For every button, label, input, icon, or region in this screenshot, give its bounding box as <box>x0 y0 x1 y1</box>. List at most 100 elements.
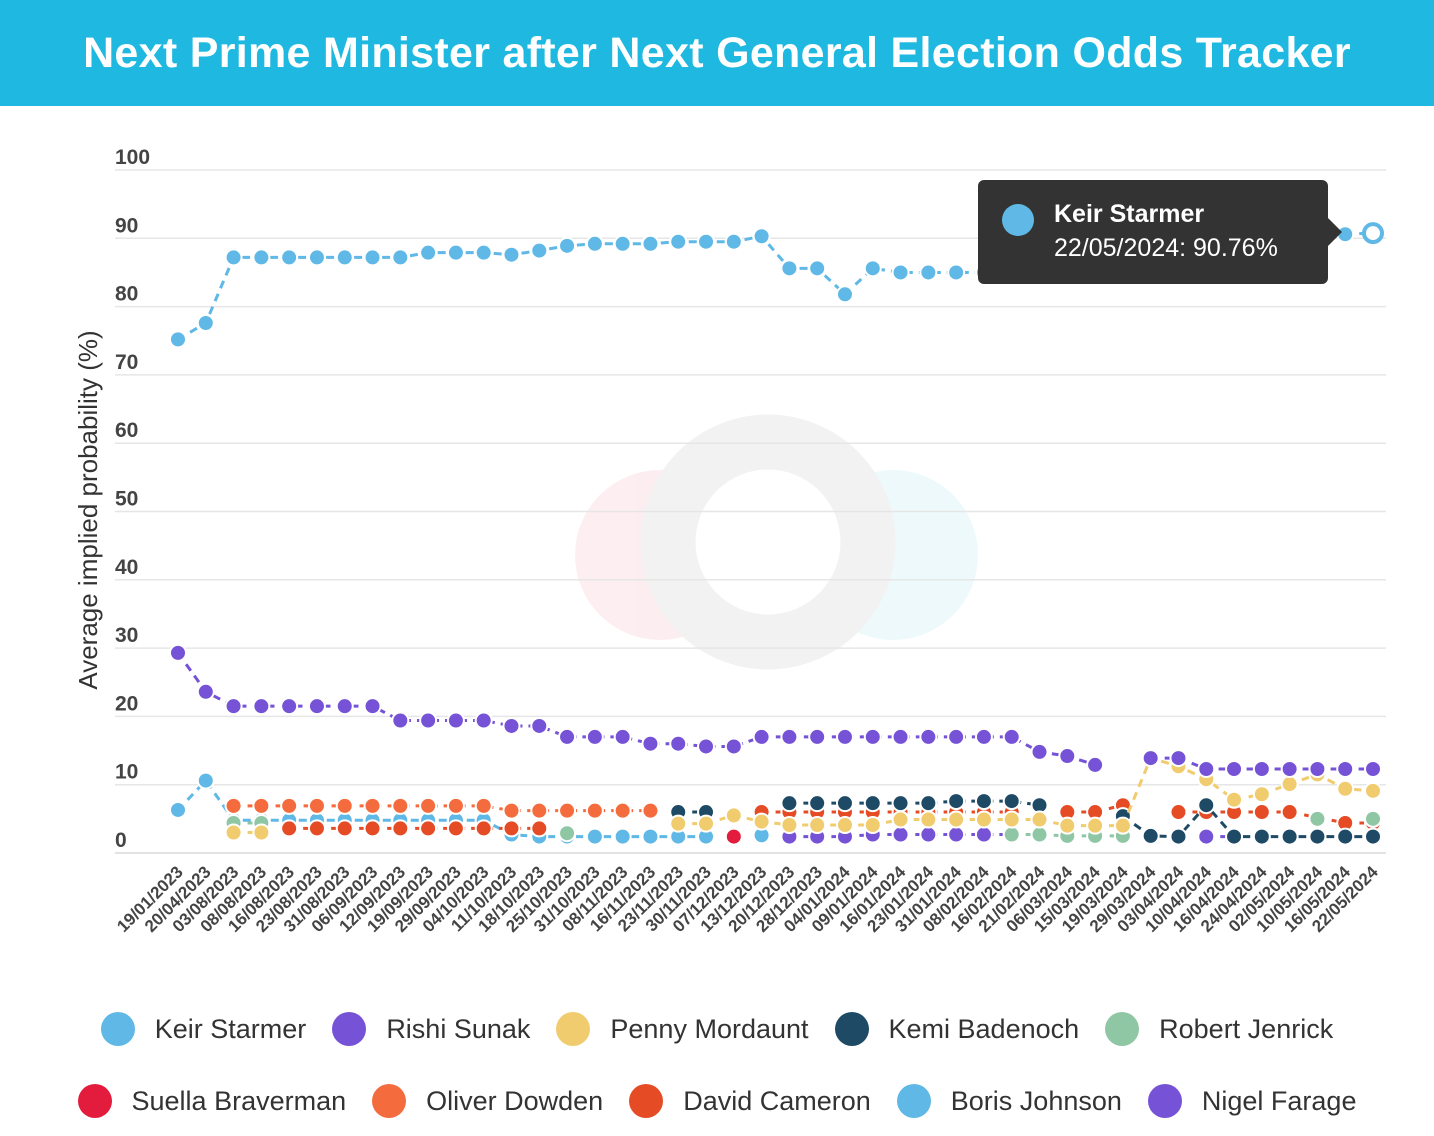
data-point[interactable] <box>724 737 743 756</box>
data-point[interactable] <box>224 796 243 815</box>
data-point[interactable] <box>363 819 382 838</box>
data-point[interactable] <box>530 716 549 735</box>
data-point[interactable] <box>863 794 882 813</box>
data-point[interactable] <box>1225 827 1244 846</box>
legend-item-kemi-badenoch[interactable]: Kemi Badenoch <box>834 1012 1079 1046</box>
data-point[interactable] <box>1197 759 1216 778</box>
data-point[interactable] <box>1002 727 1021 746</box>
data-point[interactable] <box>335 697 354 716</box>
data-point[interactable] <box>919 263 938 282</box>
legend-item-rishi-sunak[interactable]: Rishi Sunak <box>332 1012 530 1046</box>
data-point[interactable] <box>307 248 326 267</box>
data-point[interactable] <box>947 810 966 829</box>
legend-item-david-cameron[interactable]: David Cameron <box>629 1084 871 1118</box>
data-point[interactable] <box>613 827 632 846</box>
data-point[interactable] <box>446 796 465 815</box>
data-point[interactable] <box>1002 825 1021 844</box>
data-point[interactable] <box>891 263 910 282</box>
data-point[interactable] <box>252 796 271 815</box>
data-point[interactable] <box>891 727 910 746</box>
data-point[interactable] <box>502 716 521 735</box>
data-point[interactable] <box>1308 759 1327 778</box>
data-point[interactable] <box>391 248 410 267</box>
data-point[interactable] <box>530 241 549 260</box>
data-point[interactable] <box>419 711 438 730</box>
data-point[interactable] <box>947 825 966 844</box>
legend-item-penny-mordaunt[interactable]: Penny Mordaunt <box>556 1012 809 1046</box>
data-point[interactable] <box>863 259 882 278</box>
data-point[interactable] <box>947 792 966 811</box>
data-point[interactable] <box>1252 803 1271 822</box>
data-point[interactable] <box>1113 816 1132 835</box>
data-point[interactable] <box>919 794 938 813</box>
data-point[interactable] <box>1141 826 1160 845</box>
data-point[interactable] <box>335 248 354 267</box>
data-point[interactable] <box>1169 749 1188 768</box>
data-point[interactable] <box>641 234 660 253</box>
data-point[interactable] <box>1086 816 1105 835</box>
data-point[interactable] <box>724 827 743 846</box>
data-point[interactable] <box>1225 759 1244 778</box>
data-point[interactable] <box>1169 803 1188 822</box>
data-point[interactable] <box>1002 792 1021 811</box>
data-point[interactable] <box>252 248 271 267</box>
legend-item-nigel-farage[interactable]: Nigel Farage <box>1147 1084 1356 1118</box>
data-point[interactable] <box>613 801 632 820</box>
legend-item-suella-braverman[interactable]: Suella Braverman <box>77 1084 346 1118</box>
data-point[interactable] <box>196 313 215 332</box>
data-point[interactable] <box>919 810 938 829</box>
data-point[interactable] <box>1336 779 1355 798</box>
data-point[interactable] <box>474 243 493 262</box>
data-point[interactable] <box>169 800 187 819</box>
data-point[interactable] <box>558 801 577 820</box>
data-point[interactable] <box>1336 827 1355 846</box>
data-point[interactable] <box>196 771 215 790</box>
data-point[interactable] <box>863 815 882 834</box>
legend-item-keir-starmer[interactable]: Keir Starmer <box>100 1012 306 1046</box>
data-point[interactable] <box>1364 781 1382 800</box>
data-point[interactable] <box>474 796 493 815</box>
data-point[interactable] <box>391 819 410 838</box>
data-point[interactable] <box>1252 759 1271 778</box>
data-point[interactable] <box>669 814 688 833</box>
data-point[interactable] <box>780 259 799 278</box>
data-point[interactable] <box>641 734 660 753</box>
data-point[interactable] <box>1197 827 1216 846</box>
data-point[interactable] <box>669 734 688 753</box>
data-point[interactable] <box>1308 809 1327 828</box>
data-point[interactable] <box>280 796 299 815</box>
data-point[interactable] <box>808 794 827 813</box>
data-point[interactable] <box>585 801 604 820</box>
data-point[interactable] <box>669 232 688 251</box>
legend-item-boris-johnson[interactable]: Boris Johnson <box>896 1084 1122 1118</box>
data-point[interactable] <box>974 792 993 811</box>
data-point[interactable] <box>780 794 799 813</box>
data-point[interactable] <box>1252 827 1271 846</box>
data-point[interactable] <box>1364 809 1382 828</box>
data-point[interactable] <box>1197 796 1216 815</box>
data-point[interactable] <box>252 697 271 716</box>
data-point[interactable] <box>307 796 326 815</box>
data-point[interactable] <box>280 697 299 716</box>
data-point[interactable] <box>974 727 993 746</box>
data-point[interactable] <box>1030 810 1049 829</box>
data-point[interactable] <box>419 243 438 262</box>
data-point[interactable] <box>752 227 771 246</box>
data-point[interactable] <box>835 727 854 746</box>
data-point[interactable] <box>1058 816 1077 835</box>
data-point[interactable] <box>224 697 243 716</box>
data-point[interactable] <box>919 727 938 746</box>
data-point[interactable] <box>1280 775 1299 794</box>
data-point[interactable] <box>446 819 465 838</box>
data-point[interactable] <box>363 697 382 716</box>
data-point[interactable] <box>697 232 716 251</box>
data-point[interactable] <box>1336 759 1355 778</box>
data-point[interactable] <box>502 245 521 264</box>
data-point[interactable] <box>280 819 299 838</box>
data-point[interactable] <box>697 814 716 833</box>
data-point[interactable] <box>919 825 938 844</box>
data-point[interactable] <box>169 643 187 662</box>
data-point[interactable] <box>363 796 382 815</box>
data-point[interactable] <box>335 819 354 838</box>
data-point[interactable] <box>780 815 799 834</box>
